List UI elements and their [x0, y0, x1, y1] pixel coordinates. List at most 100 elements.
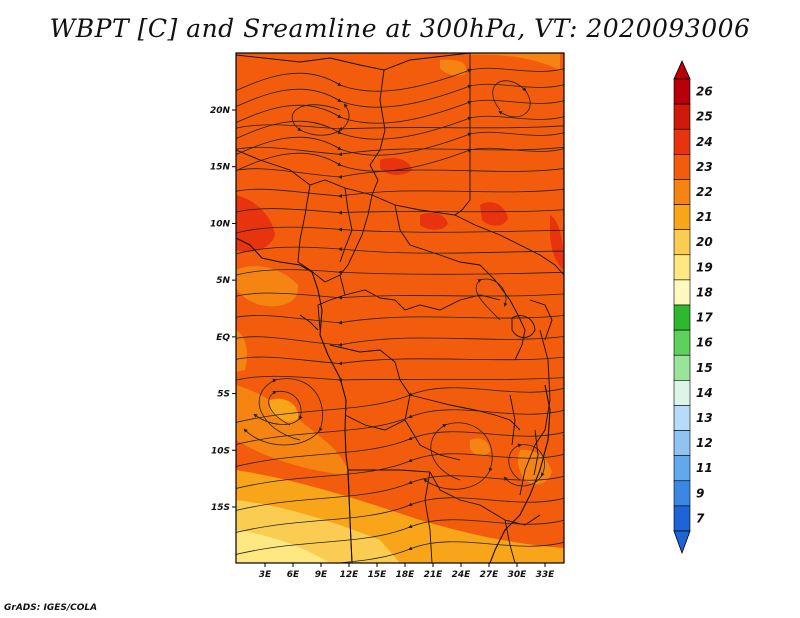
colorbar-label: 7	[696, 511, 705, 525]
colorbar-label: 9	[696, 486, 704, 500]
colorbar: 26 25 24 23 22 21 20 19 18 17 16 15 14 13 12 11 9 7	[673, 60, 713, 555]
longitude-axis: 3E 6E 9E 12E 15E 18E 21E 24E 27E 30E 33E	[259, 563, 555, 580]
grads-credit: GrADS: IGES/COLA	[4, 603, 98, 613]
colorbar-label: 25	[696, 110, 713, 124]
streamline	[243, 378, 323, 446]
latitude-tick-label: 20N	[210, 106, 231, 116]
colorbar-segment	[673, 204, 691, 230]
streamline	[236, 336, 564, 347]
colorbar-segment	[673, 505, 691, 532]
lake-victoria	[511, 315, 536, 338]
streamline	[236, 269, 564, 280]
colorbar-segment	[673, 380, 691, 406]
colorbar-segment	[673, 128, 691, 155]
colorbar-top-arrow	[673, 60, 691, 80]
streamline	[236, 409, 564, 449]
country-border	[519, 244, 564, 276]
colorbar-label: 23	[696, 160, 713, 174]
streamline	[236, 356, 564, 366]
country-border	[424, 471, 433, 563]
colorbar-segment	[673, 405, 691, 431]
streamline	[236, 188, 564, 198]
longitude-tick-label: 3E	[259, 570, 272, 580]
colorbar-label: 14	[696, 386, 713, 400]
country-border	[529, 299, 553, 341]
country-border	[409, 394, 521, 431]
colorbar-label: 20	[696, 235, 713, 249]
colorbar-label: 24	[696, 135, 713, 149]
coastline-east	[489, 384, 551, 563]
streamline	[236, 168, 564, 179]
colorbar-label: 26	[696, 85, 713, 99]
colorbar-label: 22	[696, 185, 713, 199]
country-border	[344, 289, 501, 311]
longitude-tick-label: 12E	[340, 570, 360, 580]
wbpt-patch	[236, 195, 275, 252]
map-frame	[235, 52, 565, 564]
longitude-tick-label: 21E	[424, 570, 444, 580]
colorbar-label: 13	[696, 411, 713, 425]
streamline	[475, 278, 508, 321]
colorbar-label: 16	[696, 336, 713, 350]
colorbar-label: 19	[696, 260, 713, 274]
country-border	[309, 194, 373, 283]
longitude-tick-label: 9E	[315, 570, 328, 580]
longitude-tick-label: 6E	[287, 570, 300, 580]
colorbar-segment	[673, 455, 691, 482]
longitude-tick-label: 18E	[396, 570, 416, 580]
streamline	[492, 80, 531, 118]
streamline	[236, 541, 564, 563]
colorbar-segment	[673, 480, 691, 507]
colorbar-label: 11	[696, 461, 713, 475]
colorbar-label: 21	[696, 210, 713, 224]
colorbar-segment	[673, 304, 691, 331]
colorbar-segment	[673, 329, 691, 356]
map-plot-area	[236, 53, 564, 563]
colorbar-segment	[673, 229, 691, 256]
longitude-tick-label: 27E	[480, 570, 500, 580]
colorbar-segment	[673, 279, 691, 306]
colorbar-segment	[673, 254, 691, 281]
longitude-tick-label: 24E	[452, 570, 472, 580]
country-border	[394, 204, 481, 266]
wbpt-patch	[550, 215, 564, 270]
colorbar-segment	[673, 354, 691, 381]
map-title: WBPT [C] and Sreamline at 300hPa, VT: 20…	[49, 14, 751, 43]
latitude-tick-label: 5S	[217, 390, 230, 400]
colorbar-segment	[673, 103, 691, 130]
colorbar-label: 12	[696, 436, 713, 450]
longitude-tick-label: 33E	[536, 570, 556, 580]
streamline	[236, 208, 564, 217]
longitude-tick-label: 30E	[508, 570, 528, 580]
colorbar-label: 15	[696, 361, 713, 375]
latitude-tick-label: 10N	[210, 219, 231, 229]
colorbar-label: 17	[696, 311, 713, 325]
wbpt-patch	[420, 212, 448, 230]
latitude-tick-label: 15S	[211, 503, 230, 513]
wbpt-patch	[470, 53, 560, 70]
streamline	[236, 246, 564, 259]
colorbar-bottom-arrow	[673, 530, 691, 555]
country-border	[297, 184, 311, 271]
latitude-tick-label: 5N	[216, 276, 230, 286]
country-border	[479, 504, 541, 526]
latitude-axis: 20N 15N 10N 5N EQ 5S 10S 15S	[210, 106, 236, 513]
latitude-tick-label: EQ	[216, 333, 230, 343]
streamline	[236, 314, 564, 325]
streamline	[236, 431, 564, 471]
wbpt-patch	[480, 202, 508, 226]
streamline	[236, 226, 564, 238]
streamline	[236, 143, 564, 172]
lake-tanganyika	[509, 394, 516, 446]
streamline	[236, 497, 564, 537]
streamline	[236, 292, 564, 301]
colorbar-segment	[673, 430, 691, 456]
streamline	[291, 103, 350, 136]
streamline	[236, 375, 564, 385]
streamline	[503, 443, 545, 487]
colorbar-label: 18	[696, 285, 713, 299]
streamline	[236, 519, 564, 559]
streamline	[423, 422, 493, 490]
longitude-tick-label: 15E	[368, 570, 388, 580]
